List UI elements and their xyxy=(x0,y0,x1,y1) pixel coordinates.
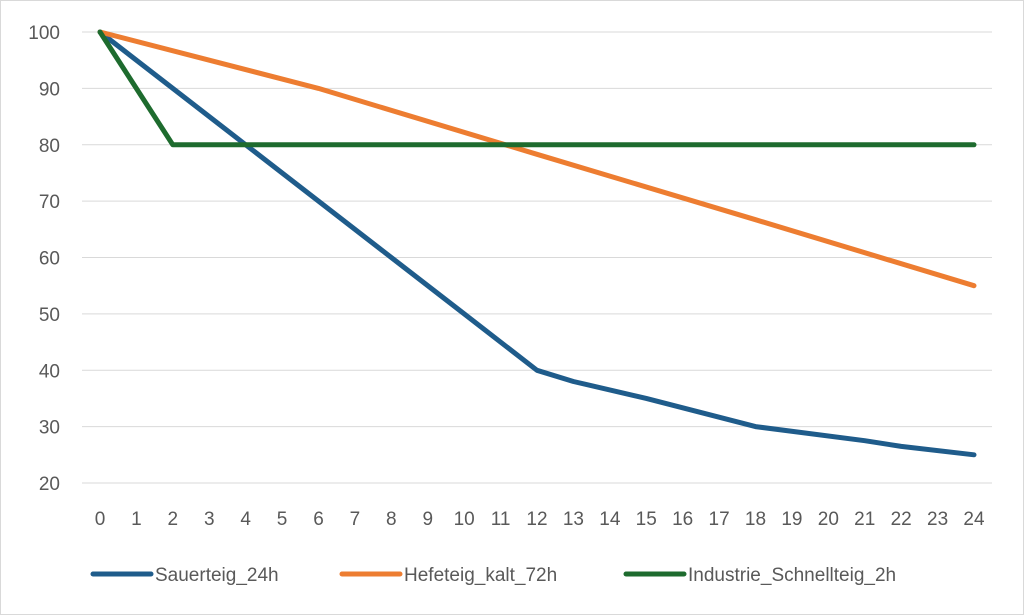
x-tick-label: 5 xyxy=(277,509,288,530)
x-tick-label: 7 xyxy=(350,509,361,530)
x-tick-label: 10 xyxy=(454,509,475,530)
series-line xyxy=(97,29,977,148)
series-lines xyxy=(97,29,977,458)
y-tick-label: 80 xyxy=(39,136,60,157)
y-tick-label: 60 xyxy=(39,249,60,270)
x-tick-label: 13 xyxy=(563,509,584,530)
x-tick-label: 11 xyxy=(491,509,511,530)
x-tick-label: 3 xyxy=(204,509,215,530)
y-tick-label: 30 xyxy=(39,418,60,439)
x-tick-label: 15 xyxy=(636,509,657,530)
x-tick-label: 19 xyxy=(781,509,802,530)
x-axis-ticks: 0 1 2 3 4 5 6 7 8 9 10 11 12 13 14 15 16 17 18 19 20 21 22 23 24 xyxy=(95,509,985,530)
x-tick-label: 2 xyxy=(168,509,179,530)
y-tick-label: 70 xyxy=(39,192,60,213)
x-tick-label: 9 xyxy=(422,509,433,530)
x-tick-label: 23 xyxy=(927,509,948,530)
x-tick-label: 8 xyxy=(386,509,397,530)
x-tick-label: 6 xyxy=(313,509,324,530)
x-tick-label: 22 xyxy=(891,509,912,530)
y-tick-label: 40 xyxy=(39,361,60,382)
x-tick-label: 0 xyxy=(95,509,106,530)
x-tick-label: 18 xyxy=(745,509,766,530)
x-tick-label: 14 xyxy=(599,509,621,530)
y-tick-label: 50 xyxy=(39,305,60,326)
legend-label: Hefeteig_kalt_72h xyxy=(404,565,557,586)
series-line xyxy=(97,29,977,458)
x-tick-label: 1 xyxy=(131,509,142,530)
y-tick-label: 90 xyxy=(39,79,60,100)
x-tick-label: 20 xyxy=(818,509,839,530)
y-axis-ticks: 20 30 40 50 60 70 80 90 100 xyxy=(28,23,60,495)
y-tick-label: 20 xyxy=(39,474,60,495)
x-tick-label: 21 xyxy=(854,509,875,530)
x-tick-label: 16 xyxy=(672,509,693,530)
legend: Sauerteig_24h Hefeteig_kalt_72h Industrie_… xyxy=(90,565,896,586)
legend-label: Industrie_Schnellteig_2h xyxy=(688,565,896,586)
x-tick-label: 17 xyxy=(709,509,730,530)
legend-label: Sauerteig_24h xyxy=(155,565,279,586)
x-tick-label: 12 xyxy=(526,509,547,530)
series-line xyxy=(97,29,977,289)
y-tick-label: 100 xyxy=(28,23,60,44)
x-tick-label: 4 xyxy=(240,509,251,530)
x-tick-label: 24 xyxy=(963,509,985,530)
